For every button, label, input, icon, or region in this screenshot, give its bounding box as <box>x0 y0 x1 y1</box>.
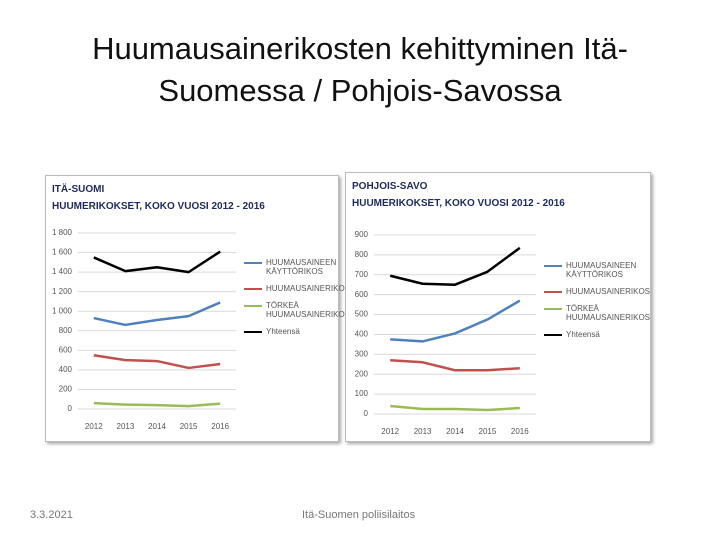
series-line <box>390 359 520 372</box>
legend-item: TÖRKEÄ HUUMAUSAINERIKOS <box>544 304 650 322</box>
series-line <box>93 353 221 370</box>
x-tick-label: 2014 <box>446 427 464 436</box>
y-tick-label: 0 <box>364 409 369 418</box>
legend-item: TÖRKEÄ HUUMAUSAINERIKOS <box>244 301 350 319</box>
legend-item: HUUMAUSAINEEN KÄYTTÖRIKOS <box>544 261 640 279</box>
x-tick-label: 2012 <box>85 422 103 431</box>
legend-swatch <box>544 308 562 310</box>
y-tick-label: 900 <box>355 230 369 239</box>
footer-date: 3.3.2021 <box>30 509 73 521</box>
x-tick-label: 2016 <box>211 422 229 431</box>
chart-panel: POHJOIS-SAVO HUUMERIKOKSET, KOKO VUOSI 20… <box>345 172 651 442</box>
chart-panel: ITÄ-SUOMI HUUMERIKOKSET, KOKO VUOSI 2012 … <box>45 175 350 442</box>
x-tick-label: 2016 <box>511 427 529 436</box>
y-tick-label: 800 <box>355 250 369 259</box>
x-tick-label: 2015 <box>180 422 198 431</box>
legend-label: HUUMAUSAINERIKOS <box>566 287 651 296</box>
series-line <box>93 401 221 408</box>
y-tick-label: 400 <box>355 330 369 339</box>
series-line <box>390 299 521 343</box>
legend-swatch <box>544 291 562 293</box>
y-tick-label: 500 <box>355 310 369 319</box>
chart-title: ITÄ-SUOMI <box>52 184 105 195</box>
series-line <box>390 404 520 412</box>
chart-subtitle: HUUMERIKOKSET, KOKO VUOSI 2012 - 2016 <box>52 201 265 212</box>
x-tick-label: 2014 <box>148 422 166 431</box>
legend-item: Yhteensä <box>544 330 640 339</box>
series-line <box>389 246 521 286</box>
legend-label: Yhteensä <box>566 330 600 339</box>
y-tick-label: 600 <box>59 345 73 354</box>
chart-subtitle: HUUMERIKOKSET, KOKO VUOSI 2012 - 2016 <box>352 198 565 209</box>
y-tick-label: 200 <box>59 385 73 394</box>
x-tick-label: 2013 <box>117 422 135 431</box>
y-tick-label: 100 <box>355 389 369 398</box>
y-tick-label: 200 <box>355 369 369 378</box>
y-tick-label: 700 <box>355 270 369 279</box>
legend-swatch <box>244 288 262 290</box>
legend-label: HUUMAUSAINERIKOS <box>266 284 351 293</box>
legend-item: HUUMAUSAINERIKOS <box>244 284 350 293</box>
chart-title: POHJOIS-SAVO <box>352 181 428 192</box>
legend-swatch <box>244 305 262 307</box>
legend: HUUMAUSAINEEN KÄYTTÖRIKOS HUUMAUSAINERIKO… <box>244 258 350 344</box>
legend-swatch <box>544 334 562 336</box>
legend-swatch <box>544 265 562 267</box>
y-tick-label: 0 <box>68 404 73 413</box>
y-tick-label: 1 600 <box>52 248 73 257</box>
legend-swatch <box>244 262 262 264</box>
legend-label: TÖRKEÄ HUUMAUSAINERIKOS <box>566 304 651 322</box>
y-tick-label: 1 000 <box>52 306 73 315</box>
x-tick-label: 2012 <box>381 427 399 436</box>
legend-item: HUUMAUSAINEEN KÄYTTÖRIKOS <box>244 258 340 276</box>
plot: 0 200 400 600 800 1 000 1 200 1 400 1 600 1 800 20… <box>52 228 236 431</box>
legend-item: Yhteensä <box>244 327 340 336</box>
legend-label: HUUMAUSAINEEN KÄYTTÖRIKOS <box>266 258 337 276</box>
y-tick-label: 1 800 <box>52 228 73 237</box>
y-tick-label: 400 <box>59 365 73 374</box>
y-tick-label: 600 <box>355 290 369 299</box>
footer-organization: Itä-Suomen poliisilaitos <box>302 509 416 521</box>
legend-item: HUUMAUSAINERIKOS <box>544 287 650 296</box>
x-tick-label: 2013 <box>414 427 432 436</box>
legend-label: Yhteensä <box>266 327 300 336</box>
x-tick-label: 2015 <box>479 427 497 436</box>
legend: HUUMAUSAINEEN KÄYTTÖRIKOS HUUMAUSAINERIKO… <box>544 261 650 347</box>
series-line <box>93 301 221 327</box>
y-tick-label: 1 200 <box>52 287 73 296</box>
y-tick-label: 300 <box>355 349 369 358</box>
legend-swatch <box>244 331 262 333</box>
slide-title: Huumausainerikosten kehittyminen Itä-Suo… <box>92 31 628 108</box>
legend-label: HUUMAUSAINEEN KÄYTTÖRIKOS <box>566 261 637 279</box>
series-line <box>93 250 221 274</box>
plot: 0 100 200 300 400 500 600 700 800 900 2012 2013 2014… <box>355 230 536 436</box>
y-tick-label: 800 <box>59 326 73 335</box>
legend-label: TÖRKEÄ HUUMAUSAINERIKOS <box>266 301 351 319</box>
y-tick-label: 1 400 <box>52 267 73 276</box>
